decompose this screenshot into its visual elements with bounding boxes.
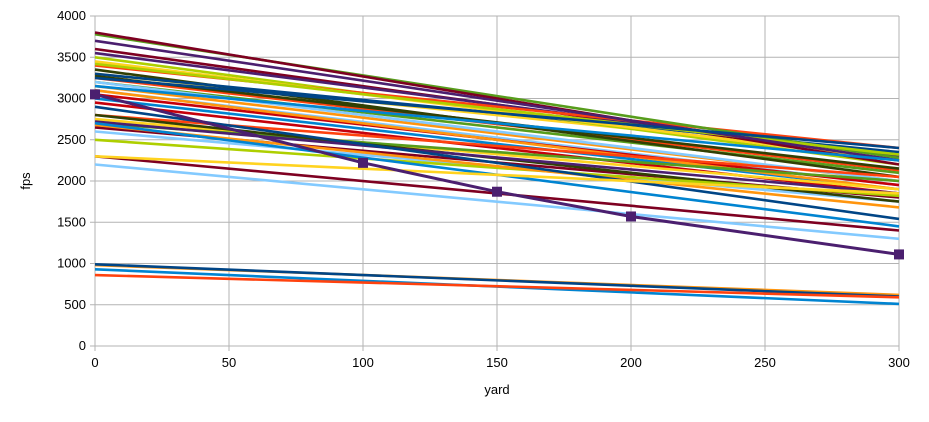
y-tick-label: 3500 — [57, 49, 86, 64]
series-line-40 — [94, 263, 900, 298]
series-43-marker — [894, 249, 904, 260]
series-line-37 — [94, 155, 900, 195]
series-line-35 — [94, 105, 900, 221]
x-tick-label: 300 — [888, 355, 910, 370]
y-tick-label: 1000 — [57, 256, 86, 271]
series-line-38 — [94, 163, 900, 241]
series-line-32 — [94, 120, 900, 195]
series-line-3 — [94, 80, 900, 175]
tick-labels: 0 500 1000 1500 2000 2500 3000 3500 4000 0 50 100 15… — [57, 8, 910, 370]
y-tick-label: 2000 — [57, 173, 86, 188]
y-axis-title: fps — [18, 172, 33, 190]
x-tick-label: 200 — [620, 355, 642, 370]
y-tick-label: 500 — [64, 297, 86, 312]
series-lines — [90, 31, 904, 306]
series-line-23 — [94, 84, 900, 162]
x-tick-label: 0 — [91, 355, 98, 370]
y-tick-label: 4000 — [57, 8, 86, 23]
y-tick-label: 1500 — [57, 214, 86, 229]
y-tick-label: 0 — [79, 338, 86, 353]
x-tick-label: 50 — [222, 355, 236, 370]
series-43-marker — [492, 186, 502, 197]
series-43-marker — [626, 211, 636, 222]
series-line-21 — [94, 89, 900, 191]
series-line-16 — [94, 31, 900, 166]
series-line-42 — [94, 273, 900, 299]
series-line-20 — [94, 39, 900, 162]
y-tick-label: 2500 — [57, 132, 86, 147]
x-tick-label: 250 — [754, 355, 776, 370]
series-line-24 — [94, 76, 900, 150]
x-tick-label: 100 — [352, 355, 374, 370]
series-43-marker — [90, 89, 100, 100]
x-tick-label: 150 — [486, 355, 508, 370]
series-line-11 — [94, 97, 900, 191]
series-43-marker — [358, 157, 368, 168]
series-line-33 — [94, 123, 900, 209]
x-axis-title: yard — [484, 382, 509, 397]
series-line-26 — [94, 117, 900, 191]
y-tick-label: 3000 — [57, 91, 86, 106]
